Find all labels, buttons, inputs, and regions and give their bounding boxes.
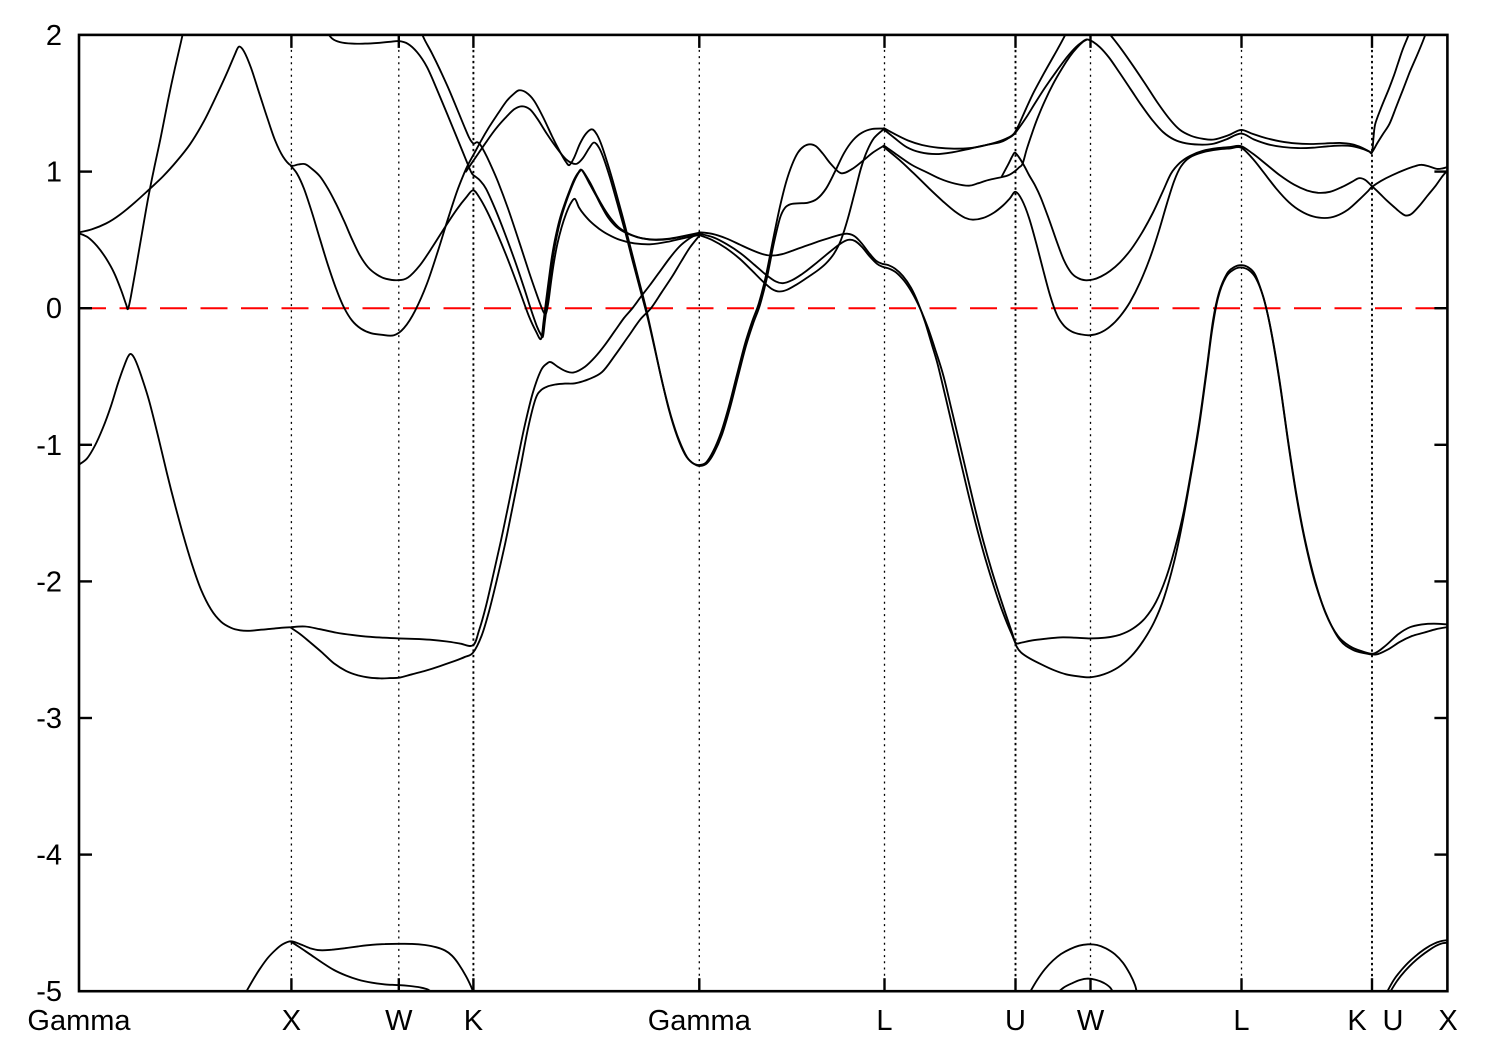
svg-text:W: W — [385, 1005, 413, 1037]
svg-text:L: L — [876, 1005, 892, 1037]
svg-text:X: X — [1438, 1005, 1457, 1037]
svg-text:X: X — [282, 1005, 301, 1037]
svg-text:0: 0 — [46, 293, 62, 325]
svg-text:1: 1 — [46, 157, 62, 189]
svg-text:W: W — [1077, 1005, 1105, 1037]
svg-text:U: U — [1383, 1005, 1404, 1037]
svg-text:Gamma: Gamma — [27, 1005, 131, 1037]
svg-text:-4: -4 — [36, 840, 62, 872]
svg-text:2: 2 — [46, 20, 62, 52]
svg-text:-5: -5 — [36, 976, 62, 1008]
svg-text:K: K — [1347, 1005, 1367, 1037]
svg-text:L: L — [1233, 1005, 1249, 1037]
svg-text:U: U — [1005, 1005, 1026, 1037]
svg-text:-3: -3 — [36, 703, 62, 735]
svg-text:-2: -2 — [36, 566, 62, 598]
svg-text:-1: -1 — [36, 430, 62, 462]
svg-text:K: K — [464, 1005, 484, 1037]
svg-text:Gamma: Gamma — [648, 1005, 752, 1037]
